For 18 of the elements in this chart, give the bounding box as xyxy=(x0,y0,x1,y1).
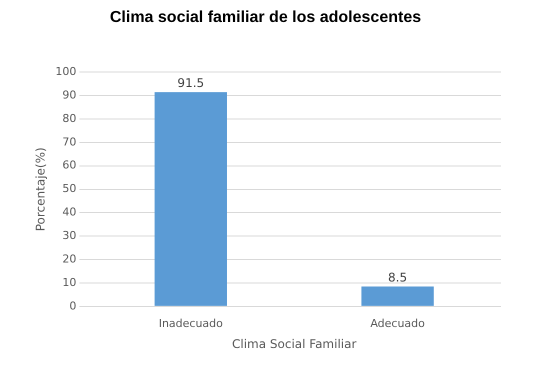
y-tick-label: 100 xyxy=(55,65,76,78)
y-tick-label: 80 xyxy=(62,112,76,125)
y-tick-label: 20 xyxy=(62,252,76,266)
y-tick-label: 70 xyxy=(62,135,76,148)
x-tick-label: Adecuado xyxy=(370,316,426,330)
y-tick-label: 50 xyxy=(62,182,76,196)
y-tick-label: 0 xyxy=(69,299,76,312)
y-tick-label: 40 xyxy=(62,206,76,219)
data-label: 91.5 xyxy=(177,76,204,90)
x-tick-label: Inadecuado xyxy=(158,316,224,330)
data-label: 8.5 xyxy=(388,270,408,285)
y-axis-title: Porcentaje(%) xyxy=(33,147,48,232)
chart-title: Clima social familiar de los adolescentes xyxy=(110,9,422,26)
y-tick-label: 10 xyxy=(62,276,76,289)
x-axis-title: Clima Social Familiar xyxy=(232,336,356,351)
y-tick-label: 30 xyxy=(62,229,76,242)
y-tick-label: 90 xyxy=(62,88,76,102)
y-tick-label: 60 xyxy=(62,158,76,172)
